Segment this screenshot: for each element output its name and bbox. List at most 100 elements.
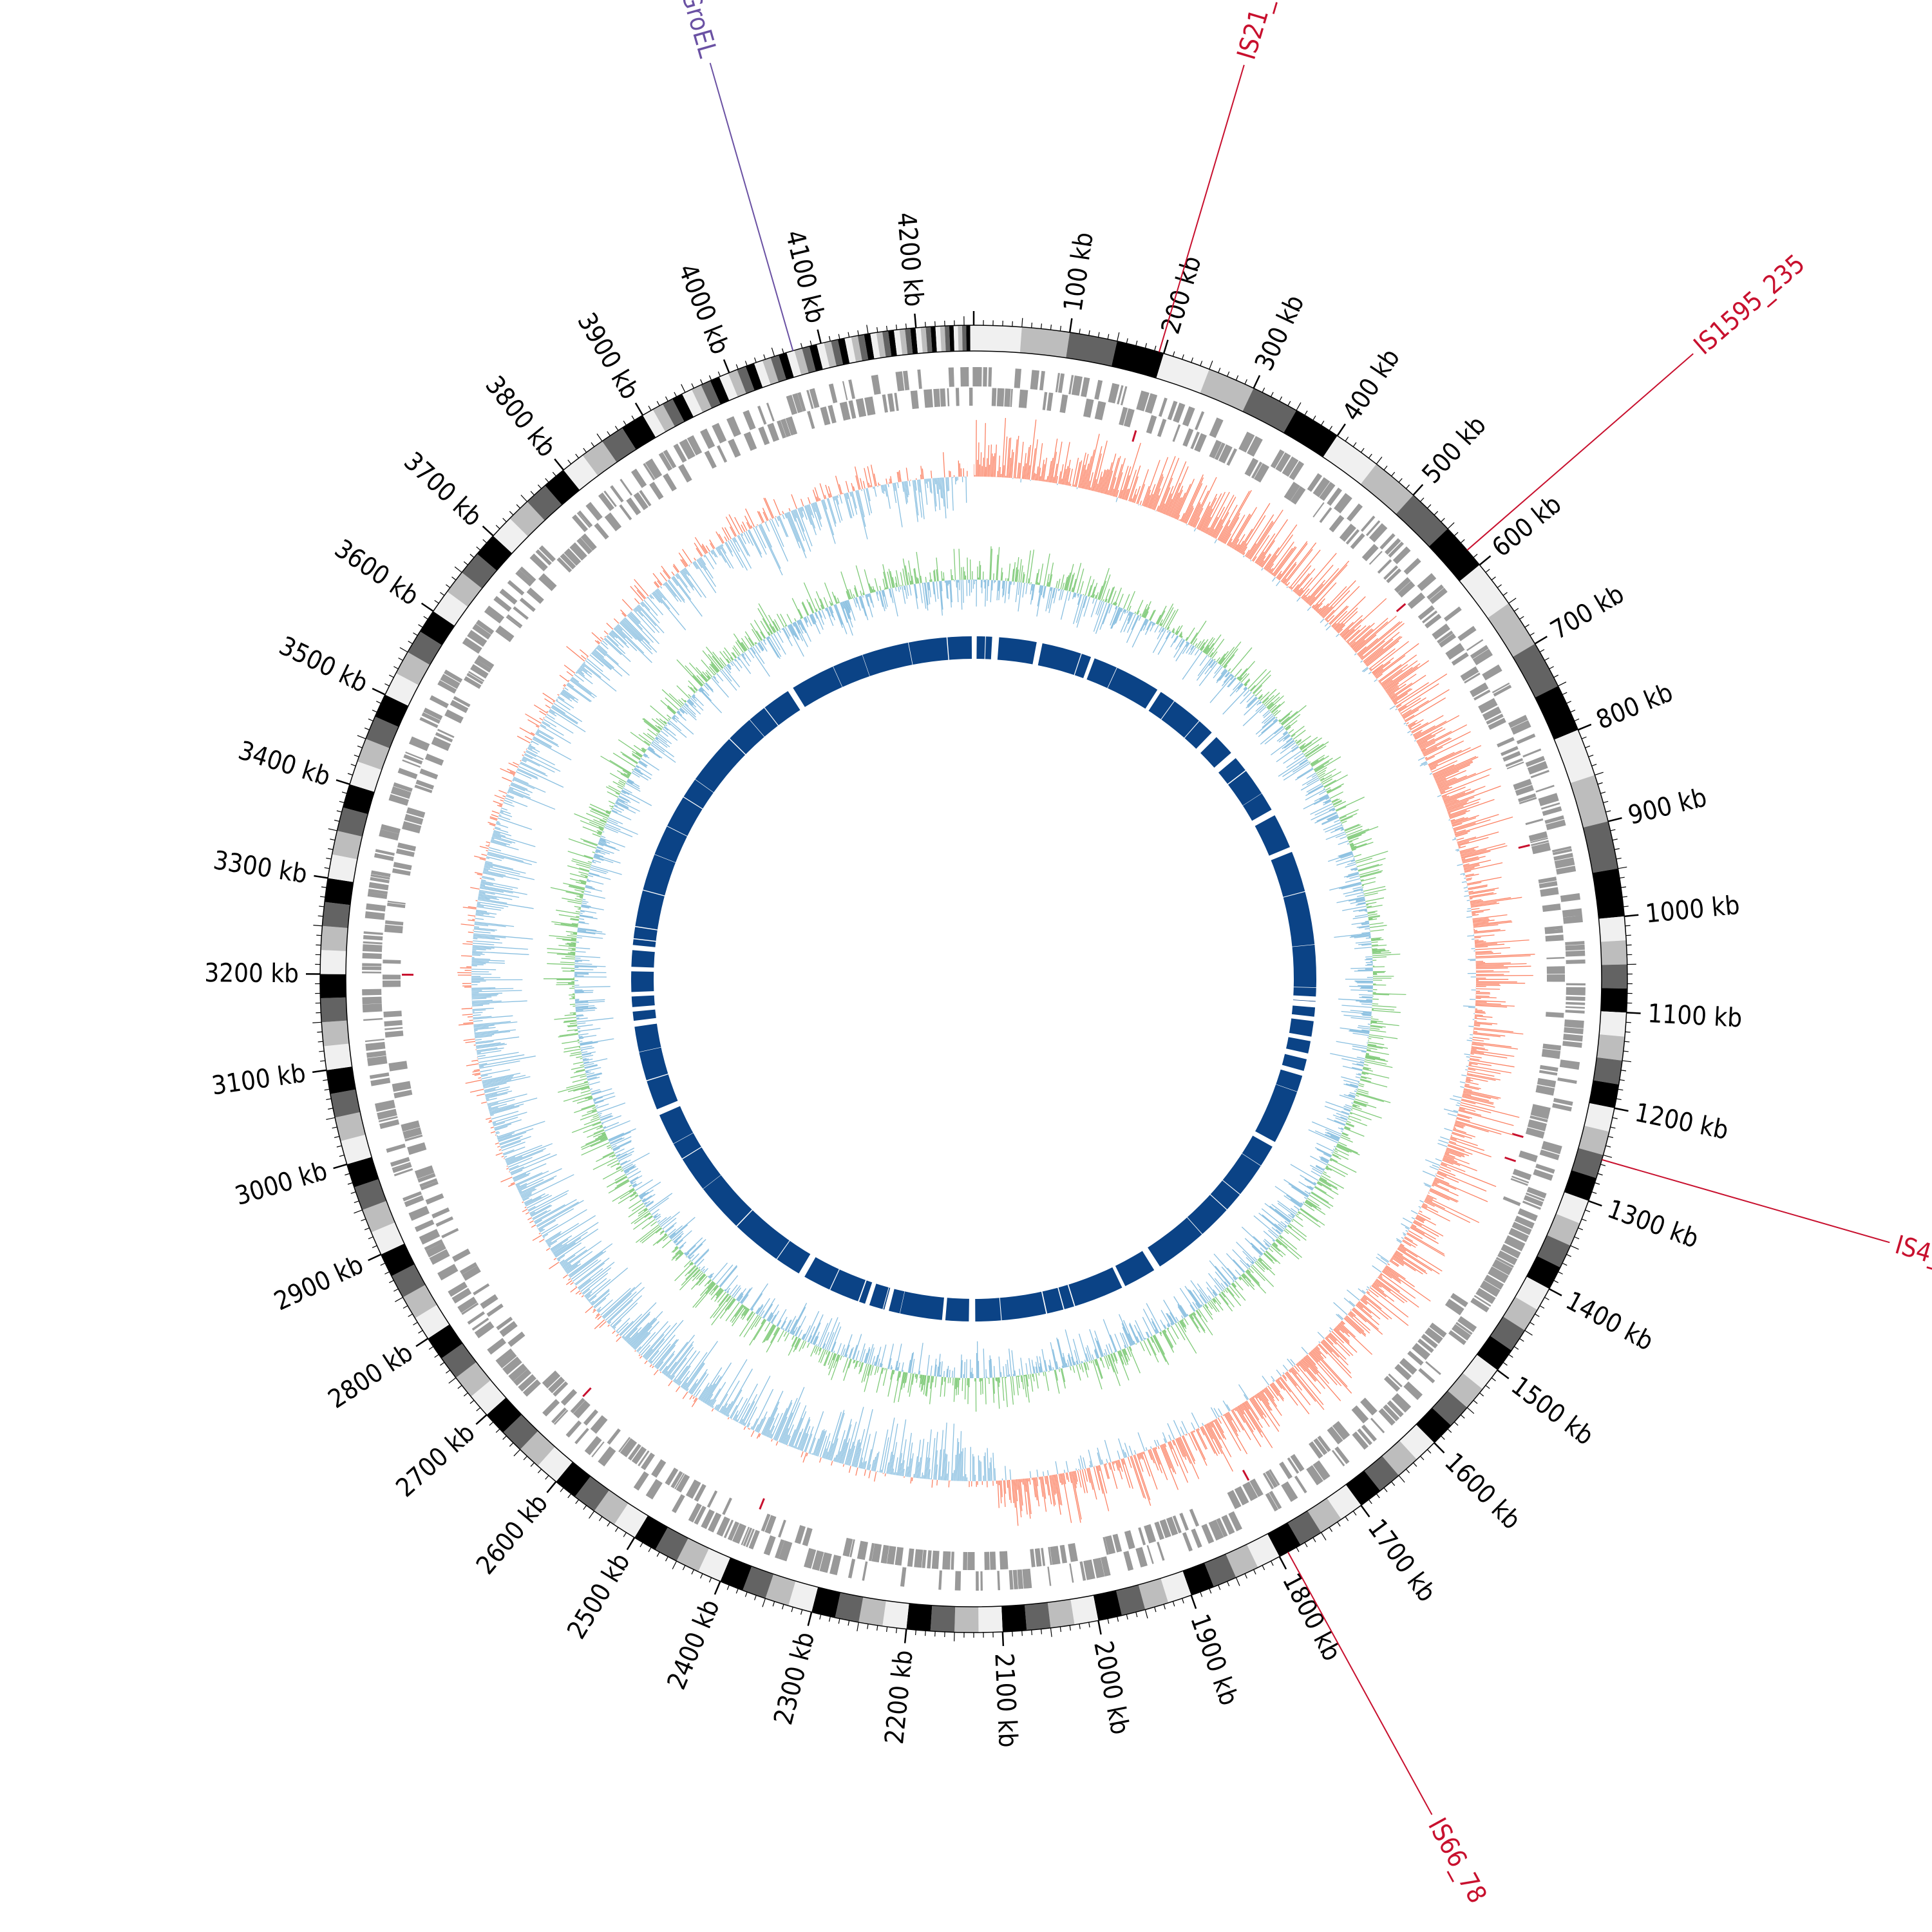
scale-tick	[1434, 1442, 1445, 1454]
scale-tick	[1059, 1626, 1061, 1633]
scale-tick	[656, 401, 660, 406]
scale-tick	[1502, 592, 1508, 596]
feature-label: IS21_259	[1232, 0, 1291, 63]
karyotype-band	[794, 348, 809, 375]
scale-tick-label: 2800 kb	[323, 1338, 419, 1414]
karyotype-band	[925, 327, 933, 353]
scale-tick	[1368, 1499, 1372, 1504]
feature-leader-line	[709, 62, 794, 351]
karyotype-band	[676, 1538, 710, 1572]
scale-tick	[1172, 1601, 1175, 1607]
scale-tick	[428, 1346, 434, 1350]
karyotype-band	[954, 1606, 979, 1633]
scale-tick	[454, 566, 462, 573]
scale-tick	[384, 1271, 390, 1274]
scale-tick	[744, 1591, 748, 1597]
karyotype-band	[1487, 603, 1535, 658]
gene-marker	[1511, 1133, 1524, 1139]
karyotype-band	[384, 673, 419, 706]
scale-tick	[1097, 1620, 1102, 1635]
karyotype-band	[634, 1515, 668, 1550]
scale-tick	[495, 525, 500, 529]
karyotype-band	[545, 469, 580, 505]
scale-tick	[634, 402, 644, 416]
karyotype-band	[1600, 940, 1627, 965]
karyotype-band	[1463, 1354, 1498, 1390]
scale-tick	[1162, 339, 1169, 354]
scale-tick	[1050, 1627, 1052, 1637]
karyotype-band	[574, 1476, 609, 1511]
scale-tick	[1235, 1577, 1240, 1586]
scale-tick	[513, 1449, 521, 1457]
karyotype-band	[1593, 868, 1625, 919]
feature-leader-line	[1602, 1159, 1890, 1244]
karyotype-band	[1267, 1522, 1301, 1557]
scale-tick	[324, 1088, 330, 1091]
scale-tick	[1336, 423, 1346, 437]
scale-tick	[925, 1631, 926, 1636]
scale-tick	[1383, 1487, 1388, 1492]
scale-tick	[1508, 1354, 1513, 1358]
scale-tick	[1021, 317, 1023, 327]
scale-tick	[393, 666, 399, 670]
karyotype-band	[402, 1284, 437, 1318]
scale-tick	[1574, 718, 1580, 722]
scale-tick	[1610, 1126, 1616, 1129]
karyotype-band	[1226, 1544, 1258, 1578]
karyotype-band	[953, 325, 959, 352]
scale-tick	[754, 1595, 757, 1600]
karyotype-band	[1200, 369, 1254, 412]
scale-tick	[384, 683, 390, 687]
scale-tick	[1447, 1428, 1452, 1433]
karyotype-band	[831, 339, 844, 366]
scale-tick	[876, 327, 878, 333]
scale-tick	[1578, 1227, 1584, 1231]
scale-tick	[848, 1620, 850, 1626]
karyotype-band	[1571, 1148, 1604, 1179]
scale-tick	[714, 1581, 721, 1595]
scale-tick	[1296, 402, 1302, 411]
scale-tick	[357, 745, 363, 748]
scale-tick	[523, 1455, 527, 1461]
karyotype-band	[320, 974, 346, 998]
scale-tick	[372, 687, 386, 696]
scale-tick	[495, 1428, 500, 1433]
scale-tick	[393, 1288, 399, 1292]
scale-tick	[1619, 876, 1625, 879]
scale-tick-label: 4100 kb	[779, 227, 830, 326]
scale-tick	[1270, 392, 1274, 397]
scale-tick	[1126, 338, 1128, 344]
scale-tick	[354, 754, 359, 757]
karyotype-band	[1396, 495, 1448, 547]
scale-tick	[598, 1516, 603, 1521]
scale-tick	[1405, 484, 1410, 489]
scale-tick	[408, 1313, 413, 1318]
scale-tick	[1454, 532, 1459, 536]
karyotype-band	[1360, 464, 1414, 515]
karyotype-band	[958, 325, 963, 352]
karyotype-band	[582, 441, 617, 476]
karyotype-band	[407, 631, 442, 665]
gene-track	[362, 366, 1586, 1591]
karyotype-band	[1589, 1080, 1619, 1108]
scale-tick	[1270, 1560, 1274, 1566]
scale-tick-label: 600 kb	[1486, 489, 1567, 563]
karyotype-band	[391, 1264, 426, 1298]
scale-tick	[1041, 1629, 1043, 1634]
scale-tick	[1200, 361, 1203, 366]
scale-tick-label: 4200 kb	[891, 211, 929, 308]
scale-tick	[1321, 421, 1325, 426]
scale-tick	[545, 478, 549, 483]
scale-tick	[317, 1041, 323, 1043]
scale-tick	[334, 1135, 340, 1139]
scale-tick	[1398, 1475, 1405, 1483]
karyotype-band	[1364, 1455, 1399, 1491]
scale-tick	[509, 511, 514, 516]
scale-tick-label: 3100 kb	[210, 1059, 308, 1101]
karyotype-band	[1115, 1584, 1146, 1616]
scale-tick	[372, 1245, 377, 1249]
scale-tick	[1345, 437, 1349, 442]
scale-tick	[754, 357, 757, 363]
scale-tick	[413, 1321, 418, 1325]
scale-tick	[1218, 1585, 1221, 1590]
